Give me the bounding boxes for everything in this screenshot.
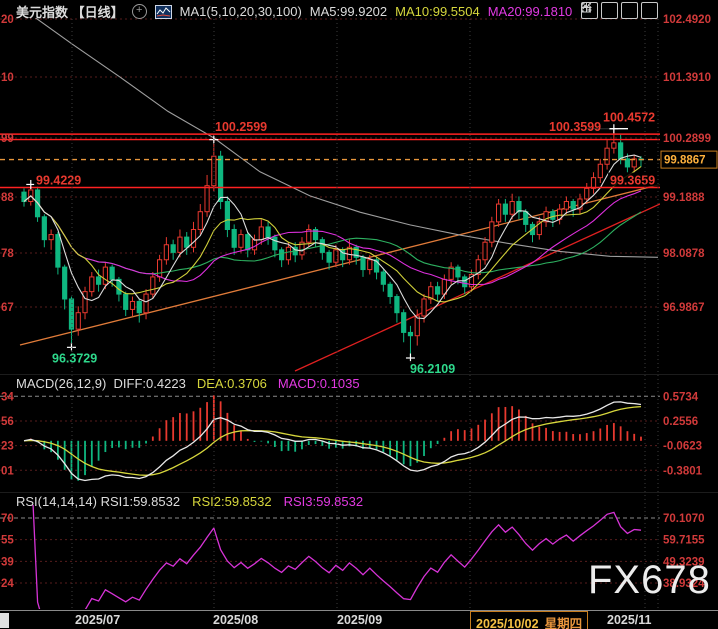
svg-text:102.4920: 102.4920 bbox=[663, 14, 711, 26]
watermark-logo: FX678 bbox=[588, 558, 711, 602]
date-label[interactable]: 2025/08 bbox=[213, 613, 259, 627]
collapse-panel-icon[interactable] bbox=[581, 2, 658, 19]
ma10-value: MA10:99.5504 bbox=[395, 4, 480, 19]
svg-text:59.7155: 59.7155 bbox=[663, 535, 705, 547]
svg-text:96.9867: 96.9867 bbox=[663, 302, 705, 314]
svg-text:96.2109: 96.2109 bbox=[410, 362, 455, 376]
svg-text:20: 20 bbox=[1, 14, 14, 26]
date-label[interactable]: 2025/11 bbox=[607, 613, 652, 627]
axis-shift-icon[interactable] bbox=[581, 2, 638, 19]
instrument-title: 美元指数 【日线】 bbox=[16, 5, 124, 20]
svg-text:24: 24 bbox=[1, 578, 14, 590]
svg-text:56: 56 bbox=[1, 416, 14, 428]
svg-text:70: 70 bbox=[1, 513, 14, 525]
macd-header: MACD(26,12,9) DIFF:0.4223 DEA:0.3706 MAC… bbox=[16, 376, 360, 391]
svg-text:55: 55 bbox=[1, 535, 14, 547]
rsi-panel bbox=[0, 505, 660, 609]
svg-text:78: 78 bbox=[1, 248, 14, 260]
svg-text:101.3910: 101.3910 bbox=[663, 72, 711, 84]
svg-text:99.3659: 99.3659 bbox=[610, 174, 655, 188]
svg-text:98.0878: 98.0878 bbox=[663, 248, 705, 260]
svg-text:100.4572: 100.4572 bbox=[603, 111, 655, 125]
dea-value: DEA:0.3706 bbox=[196, 376, 267, 391]
date-label[interactable]: 2025/09 bbox=[337, 613, 383, 627]
svg-text:01: 01 bbox=[1, 465, 14, 477]
svg-text:88: 88 bbox=[1, 192, 14, 204]
selected-date-label[interactable]: 2025/10/02 星期四 bbox=[470, 611, 589, 629]
svg-text:0.5734: 0.5734 bbox=[663, 391, 699, 403]
svg-text:100.3599: 100.3599 bbox=[549, 120, 601, 134]
rsi3-value: RSI3:59.8532 bbox=[283, 494, 364, 509]
axis-scale-icon[interactable] bbox=[581, 2, 618, 19]
time-axis[interactable]: 2025/07 2025/08 2025/09 2025/10/02 星期四 2025/1… bbox=[0, 610, 718, 629]
svg-text:49.3239: 49.3239 bbox=[663, 556, 705, 568]
svg-text:-0.0623: -0.0623 bbox=[663, 441, 702, 453]
svg-text:99.8867: 99.8867 bbox=[664, 155, 706, 167]
svg-text:99.4229: 99.4229 bbox=[36, 174, 81, 188]
svg-text:-0.3801: -0.3801 bbox=[663, 465, 703, 477]
svg-text:0.2556: 0.2556 bbox=[663, 416, 698, 428]
macd-value: MACD:0.1035 bbox=[277, 376, 360, 391]
svg-text:23: 23 bbox=[1, 441, 14, 453]
svg-text:100.2599: 100.2599 bbox=[215, 120, 267, 134]
macd-panel bbox=[0, 394, 660, 482]
chart-toolbar bbox=[581, 2, 658, 19]
svg-text:67: 67 bbox=[1, 302, 14, 314]
svg-text:34: 34 bbox=[1, 391, 14, 403]
svg-text:96.3729: 96.3729 bbox=[52, 351, 97, 365]
svg-text:10: 10 bbox=[1, 72, 14, 84]
ma20-value: MA20:99.1810 bbox=[487, 4, 573, 19]
rsi2-value: RSI2:59.8532 bbox=[192, 494, 272, 509]
svg-text:99.1888: 99.1888 bbox=[663, 192, 705, 204]
rsi-header: RSI(14,14,14) RSI1:59.8532 RSI2:59.8532 … bbox=[16, 494, 363, 509]
rsi-params-label: RSI(14,14,14) RSI1:59.8532 bbox=[16, 494, 181, 509]
svg-text:38.9324: 38.9324 bbox=[663, 578, 705, 590]
svg-text:99: 99 bbox=[1, 133, 14, 145]
axis-corner-handle[interactable] bbox=[0, 613, 9, 628]
date-label[interactable]: 2025/07 bbox=[75, 613, 121, 627]
svg-text:39: 39 bbox=[1, 556, 14, 568]
ma-group-label: MA1(5,10,20,30,100) bbox=[179, 4, 302, 19]
macd-params-label: MACD(26,12,9) DIFF:0.4223 bbox=[16, 376, 186, 391]
svg-text:100.2899: 100.2899 bbox=[663, 133, 711, 145]
add-indicator-icon[interactable]: + bbox=[131, 4, 147, 19]
chart-thumbnail-icon[interactable] bbox=[154, 4, 172, 19]
ma5-value: MA5:99.9202 bbox=[309, 4, 388, 19]
main-chart-header: 美元指数 【日线】 + MA1(5,10,20,30,100) MA5:99.9… bbox=[16, 2, 572, 21]
svg-text:70.1070: 70.1070 bbox=[663, 513, 705, 525]
